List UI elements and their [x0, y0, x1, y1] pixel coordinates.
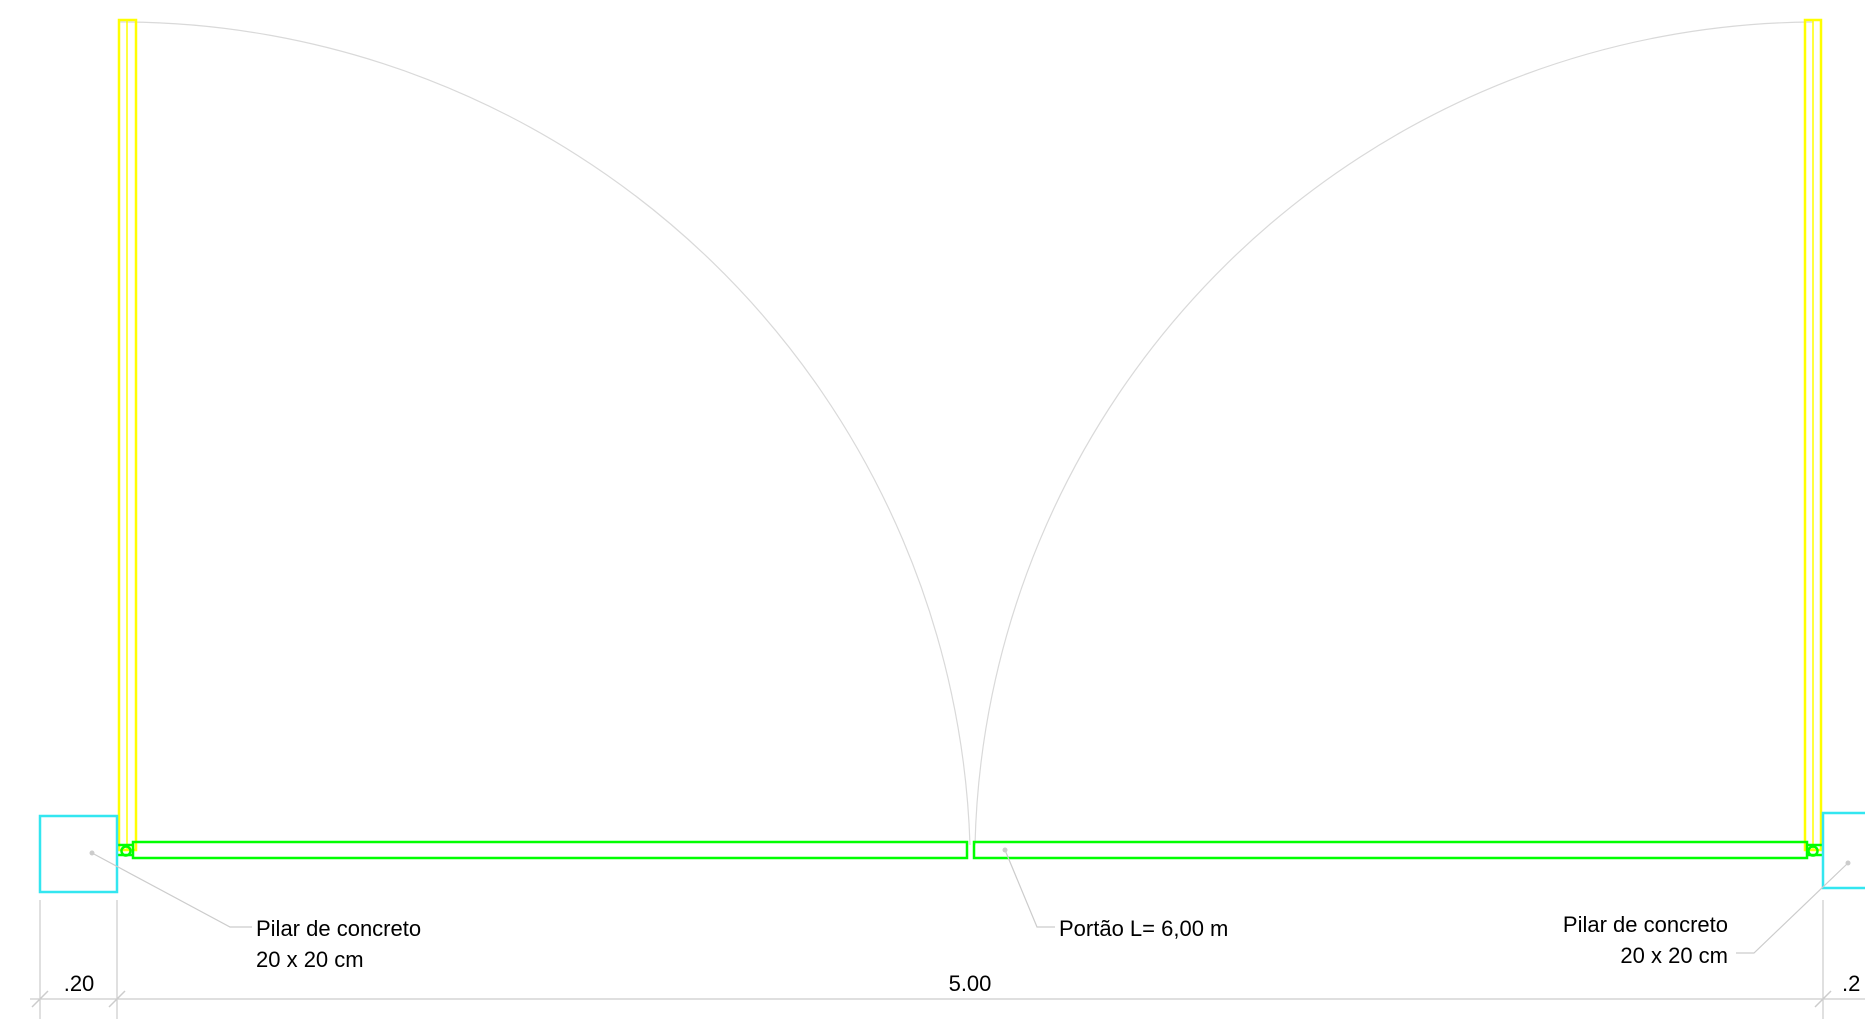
left-gate-leaf-closed — [118, 840, 969, 860]
pillar-right-label-line2: 20 x 20 cm — [1620, 943, 1728, 968]
dimension-line — [30, 900, 1865, 1019]
dim-tick-mid — [108, 990, 126, 1008]
pillar-left-label-line2: 20 x 20 cm — [256, 947, 364, 972]
leader-pillar-left — [89, 850, 252, 928]
dim-tick-right — [1814, 990, 1832, 1008]
pillar-left-label-line1: Pilar de concreto — [256, 916, 421, 941]
dimension-center: 5.00 — [949, 971, 992, 996]
dim-tick-left — [31, 990, 49, 1008]
left-pillar — [38, 814, 119, 894]
right-gate-leaf-closed — [972, 840, 1822, 860]
gate-label: Portão L= 6,00 m — [1059, 916, 1228, 941]
left-gate-leaf-open — [117, 18, 138, 852]
pillar-right-label-line1: Pilar de concreto — [1563, 912, 1728, 937]
dimension-left: .20 — [64, 971, 95, 996]
right-gate-leaf-open — [1803, 18, 1823, 852]
leader-gate — [1002, 847, 1055, 928]
leader-pillar-right — [1736, 860, 1851, 954]
right-hinge — [1807, 845, 1819, 857]
dimension-right: .2 — [1842, 971, 1860, 996]
right-leaf-swing-arc — [974, 21, 1814, 846]
right-pillar — [1821, 811, 1865, 890]
left-hinge — [120, 845, 132, 857]
left-leaf-swing-arc — [119, 21, 971, 846]
